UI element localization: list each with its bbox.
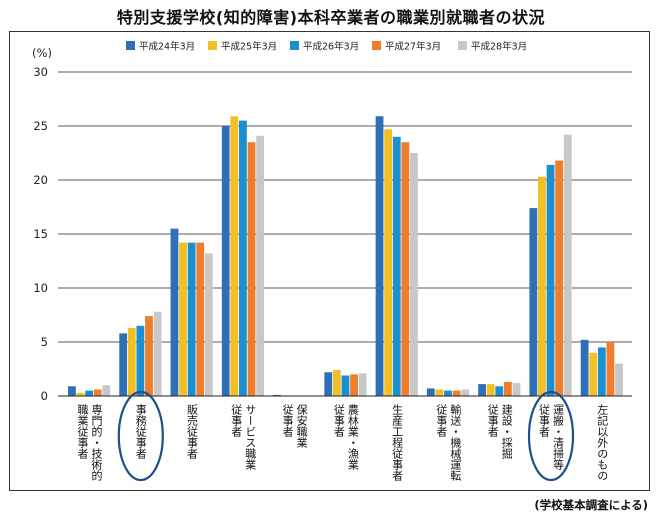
bar [187,242,196,396]
category-label: 従事者 [435,404,448,438]
category-label: 職業従事者 [76,404,89,460]
bar [580,339,589,396]
y-tick-label: 10 [33,281,48,295]
category-label: 従事者 [281,404,294,438]
bar [495,386,504,396]
y-tick-label: 30 [33,65,48,79]
bar [392,136,401,397]
category-label: 専門的・技術的 [90,404,103,482]
bar [563,134,572,396]
bars [68,116,623,397]
bar [589,352,598,396]
bar [538,176,546,396]
y-tick-label: 0 [41,389,48,403]
page-title: 特別支援学校(知的障害)本科卒業者の職業別就職者の状況 [116,8,546,27]
bar [76,392,85,396]
bar [529,208,538,396]
bar [239,120,247,396]
y-axis-ticks: 0 5 10 15 20 25 30 [33,65,48,403]
category-label: 農林業・漁業 [346,403,359,470]
bar [136,325,145,396]
bar [145,316,153,396]
category-label: 従事者 [486,404,499,438]
bar [503,381,512,396]
legend-label: 平成28年3月 [471,41,527,53]
category-label: 生産工程従事者 [391,403,404,482]
bar [410,153,418,396]
bar [461,389,470,396]
legend-swatch [290,41,299,50]
bar [170,228,179,396]
y-tick-label: 5 [41,335,48,349]
bar [512,383,521,396]
bar [179,242,187,396]
bar [127,327,136,396]
category-label: 保安職業 [295,403,308,448]
bar [384,129,393,397]
y-tick-label: 15 [33,227,48,241]
bar [153,311,162,396]
category-label: 従事者 [332,404,345,438]
legend-swatch [126,41,135,50]
bar [426,388,435,396]
category-label: 建設・採掘 [500,403,513,460]
bar [247,142,256,396]
bar [452,390,461,396]
category-label: サービス職業 [244,404,257,470]
bar [273,394,281,396]
bar [93,389,102,396]
legend-swatch [208,41,217,50]
bar [478,384,486,396]
highlight-ellipses [117,390,575,482]
bar [350,374,358,396]
bar [444,390,452,396]
bar [102,385,111,396]
category-label: 従事者 [230,404,243,438]
y-tick-label: 25 [33,119,48,133]
bar [230,116,239,396]
bar [85,390,93,396]
bar [555,160,564,396]
highlight-ellipse [117,390,164,482]
bar [119,333,128,396]
bar [324,372,333,396]
bar [256,135,265,396]
legend: 平成24年3月 平成25年3月 平成26年3月 平成27年3月 平成28年3月 [126,41,527,53]
legend-label: 平成27年3月 [385,41,441,53]
y-axis-unit-label: (%) [32,46,52,60]
bar [435,389,444,396]
gridlines [58,71,632,343]
chart-frame [9,31,650,491]
bar [332,370,341,396]
bar [358,373,367,396]
bar [401,142,410,396]
legend-swatch [372,41,381,50]
highlight-ellipse [527,390,575,482]
source-note: (学校基本調査による) [534,498,648,512]
bar [546,164,555,396]
bar [486,384,495,396]
bar [375,116,384,396]
bar [204,253,213,396]
category-label: 販売従事者 [186,404,199,460]
bar [615,363,623,396]
category-label: 従事者 [538,404,551,438]
bar [606,342,615,396]
legend-label: 平成24年3月 [139,41,195,53]
category-label: 運搬・清掃等 [552,404,565,470]
bar [597,347,606,396]
category-label: 左記以外のもの [596,404,609,481]
bar [341,375,350,396]
bar [221,126,230,396]
bar [68,386,76,396]
category-label: 輸送・機械運転 [449,403,462,482]
y-tick-label: 20 [33,173,48,187]
category-label: 事務従事者 [134,404,147,460]
legend-label: 平成25年3月 [221,41,277,53]
legend-swatch [458,41,467,50]
bar [196,242,205,396]
legend-label: 平成26年3月 [303,41,359,53]
